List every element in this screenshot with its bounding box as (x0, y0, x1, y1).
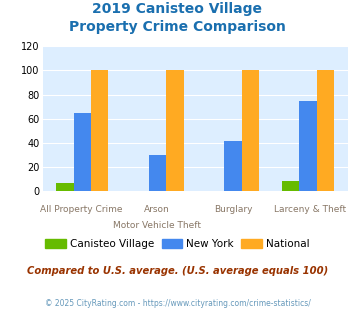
Bar (282, 181, 299, 191)
Text: Arson: Arson (144, 205, 170, 214)
Text: © 2025 CityRating.com - https://www.cityrating.com/crime-statistics/: © 2025 CityRating.com - https://www.city… (45, 299, 310, 308)
Text: Burglary: Burglary (214, 205, 253, 214)
Legend: Canisteo Village, New York, National: Canisteo Village, New York, National (41, 235, 314, 253)
Bar (299, 101, 317, 191)
Bar (241, 70, 259, 191)
Bar (56, 183, 74, 191)
Bar (224, 141, 241, 191)
Bar (317, 70, 334, 191)
Text: All Property Crime: All Property Crime (39, 205, 122, 214)
Text: Motor Vehicle Theft: Motor Vehicle Theft (113, 221, 201, 230)
Bar (149, 155, 166, 191)
Bar (74, 113, 91, 191)
Bar (91, 70, 108, 191)
Text: Larceny & Theft: Larceny & Theft (274, 205, 346, 214)
Text: 2019 Canisteo Village: 2019 Canisteo Village (93, 2, 262, 16)
Bar (166, 70, 184, 191)
Text: Compared to U.S. average. (U.S. average equals 100): Compared to U.S. average. (U.S. average … (27, 266, 328, 276)
Text: Property Crime Comparison: Property Crime Comparison (69, 20, 286, 34)
